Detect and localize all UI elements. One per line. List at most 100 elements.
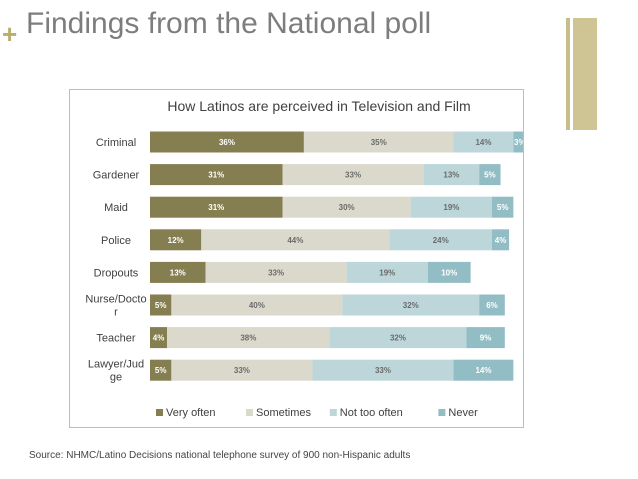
category-label-line: Dropouts [94, 267, 139, 279]
legend-label: Sometimes [256, 407, 312, 419]
legend-swatch [246, 409, 253, 416]
category-label-line: Police [101, 235, 131, 247]
legend: Very often Sometimes Not too often Never [156, 407, 478, 419]
data-label: 31% [208, 171, 224, 180]
data-label: 9% [480, 334, 492, 343]
data-label: 33% [234, 366, 250, 375]
data-label: 33% [268, 268, 284, 277]
data-label: 40% [249, 301, 265, 310]
legend-swatch [156, 409, 163, 416]
bar-segment [167, 327, 330, 349]
category-label: Nurse/Docto r [85, 294, 146, 319]
category-labels: Criminal Gardener Maid Police Dropouts Nurse/… [85, 137, 146, 384]
data-label: 31% [208, 203, 224, 212]
category-label: Maid [104, 202, 128, 214]
bar-segment [150, 261, 206, 283]
stacked-bar-chart: How Latinos are perceived in Television … [85, 98, 527, 419]
bar-segment [329, 327, 467, 349]
data-label: 14% [475, 366, 491, 375]
decorative-bar-thin [566, 18, 570, 130]
category-label: Teacher [96, 333, 135, 345]
bar-segment [466, 327, 505, 349]
bar-segment [479, 294, 505, 316]
category-label-line: Nurse/Docto [85, 294, 146, 306]
bar-segment [205, 261, 347, 283]
category-label-line: Teacher [96, 333, 135, 345]
slide-title: Findings from the National poll [26, 7, 432, 40]
data-label: 5% [155, 301, 167, 310]
category-label: Criminal [96, 137, 136, 149]
data-label: 5% [484, 171, 496, 180]
bar-segment [479, 164, 501, 186]
data-label: 32% [390, 334, 406, 343]
data-label: 5% [497, 203, 509, 212]
bar-segment [492, 229, 510, 251]
legend-swatch [438, 409, 446, 416]
data-label: 32% [403, 301, 419, 310]
chart-frame: How Latinos are perceived in Television … [69, 89, 527, 428]
data-label: 35% [371, 138, 387, 147]
bar-segment [282, 164, 424, 186]
data-label: 36% [219, 138, 235, 147]
category-label-line: r [114, 307, 118, 319]
data-label: 13% [443, 171, 459, 180]
legend-swatch [329, 409, 337, 416]
bar-segment [150, 131, 304, 153]
bar-segment [312, 359, 454, 381]
category-label-line: Lawyer/Jud [88, 359, 144, 371]
decorative-bar-thick [573, 18, 597, 130]
data-label: 4% [153, 334, 165, 343]
bar-segment [427, 261, 471, 283]
bar-segment [342, 294, 480, 316]
data-label: 24% [433, 236, 449, 245]
bar-segment [423, 164, 480, 186]
chart-title: How Latinos are perceived in Television … [167, 98, 470, 114]
category-label-line: Criminal [96, 137, 136, 149]
bar-segment [171, 294, 343, 316]
legend-label: Very often [166, 407, 216, 419]
bar-segment [171, 359, 313, 381]
bar-segment [282, 196, 411, 218]
bar-segment [303, 131, 454, 153]
data-label: 30% [339, 203, 355, 212]
legend-label: Never [448, 407, 478, 419]
bar-segment [150, 229, 202, 251]
category-label-line: ge [110, 372, 122, 384]
data-label: 38% [240, 334, 256, 343]
data-label: 6% [486, 301, 498, 310]
bar-segment [201, 229, 390, 251]
data-label: 33% [345, 171, 361, 180]
bar-segment [453, 359, 514, 381]
bar-segment [389, 229, 492, 251]
bar-segment [150, 327, 168, 349]
data-label: 14% [475, 138, 491, 147]
data-label: 4% [495, 236, 507, 245]
data-label: 10% [441, 268, 457, 277]
data-label: 19% [379, 268, 395, 277]
category-label: Lawyer/Jud ge [88, 359, 144, 384]
category-label-line: Gardener [93, 170, 140, 182]
bar-segment [453, 131, 514, 153]
data-label: 3% [514, 138, 523, 147]
bar-segment [150, 196, 283, 218]
bar-segment [150, 294, 172, 316]
category-label: Gardener [93, 170, 140, 182]
source-note: Source: NHMC/Latino Decisions national t… [29, 450, 411, 461]
bars-layer: 36% 35% 14% 3% 31% 33% 13% 5% 31% 30% 19% 5% 12% 44% 2… [150, 131, 527, 381]
data-label: 33% [375, 366, 391, 375]
data-label: 5% [155, 366, 167, 375]
data-label: 13% [170, 268, 186, 277]
category-label-line: Maid [104, 202, 128, 214]
bar-segment [410, 196, 492, 218]
bar-segment [513, 131, 527, 153]
category-label: Dropouts [94, 267, 139, 279]
bar-segment [492, 196, 514, 218]
bar-segment [346, 261, 428, 283]
data-label: 19% [443, 203, 459, 212]
bar-segment [150, 164, 283, 186]
bar-segment [150, 359, 172, 381]
category-label: Police [101, 235, 131, 247]
data-label: 44% [287, 236, 303, 245]
plus-icon: + [2, 19, 18, 49]
